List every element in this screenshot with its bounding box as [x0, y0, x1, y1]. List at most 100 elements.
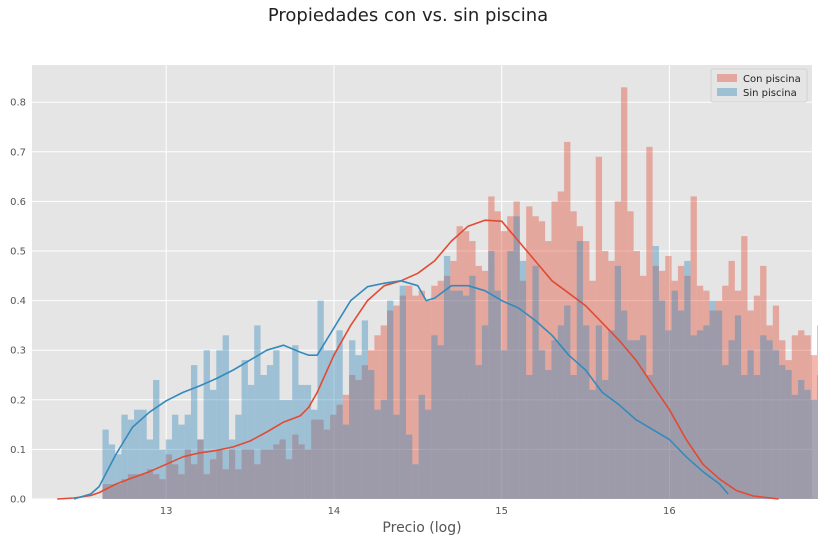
x-tick-label: 15: [495, 506, 508, 517]
histogram-bar-con-piscina: [380, 325, 388, 499]
histogram-bar-con-piscina: [228, 449, 236, 499]
histogram-bar-sin-piscina: [140, 409, 147, 499]
histogram-bar-con-piscina: [336, 404, 343, 499]
histogram-bar-con-piscina: [235, 469, 242, 499]
histogram-bar-sin-piscina: [728, 340, 735, 499]
histogram-bar-sin-piscina: [595, 325, 603, 499]
histogram-bar-sin-piscina: [228, 439, 236, 499]
histogram-bar-con-piscina: [165, 454, 173, 499]
histogram-bar-con-piscina: [791, 335, 799, 499]
histogram-bar-con-piscina: [690, 196, 697, 499]
histogram-bar-con-piscina: [785, 360, 792, 499]
histogram-con-piscina: [102, 87, 818, 500]
histogram-bar-sin-piscina: [355, 355, 362, 499]
histogram-bar-con-piscina: [589, 280, 596, 499]
histogram-bar-con-piscina: [197, 439, 204, 499]
histogram-bar-con-piscina: [216, 449, 223, 499]
legend-label-sin-piscina: Sin piscina: [743, 88, 797, 99]
histogram-bar-con-piscina: [342, 394, 350, 499]
histogram-bar-sin-piscina: [349, 340, 356, 499]
histogram-bar-con-piscina: [677, 265, 685, 499]
kde-line-con-piscina: [57, 219, 779, 500]
histogram-bar-con-piscina: [734, 290, 742, 499]
histogram-bar-con-piscina: [311, 419, 318, 499]
kde-line-sin-piscina: [73, 280, 729, 500]
histogram-bar-sin-piscina: [507, 251, 514, 499]
histogram-bar-sin-piscina: [393, 414, 400, 499]
histogram-bar-sin-piscina: [646, 375, 653, 499]
histogram-bar-con-piscina: [810, 355, 818, 499]
histogram-bar-sin-piscina: [570, 375, 577, 499]
histogram-bar-con-piscina: [703, 290, 710, 499]
histogram-bar-sin-piscina: [753, 375, 761, 499]
histogram-bar-con-piscina: [608, 260, 615, 499]
histogram-bar-con-piscina: [437, 280, 444, 499]
histogram-bar-con-piscina: [323, 429, 331, 499]
histogram-bar-con-piscina: [134, 474, 141, 499]
histogram-bar-sin-piscina: [437, 345, 444, 499]
histogram-bar-sin-piscina: [513, 216, 520, 499]
histogram-bar-sin-piscina: [209, 389, 217, 499]
histogram-bar-sin-piscina: [285, 399, 293, 499]
histogram-bar-con-piscina: [399, 295, 406, 499]
histogram-bar-sin-piscina: [551, 340, 558, 499]
histogram-bar-con-piscina: [804, 335, 811, 499]
histogram-bar-con-piscina: [538, 221, 546, 500]
histogram-bar-sin-piscina: [247, 384, 255, 499]
histogram-bar-con-piscina: [696, 285, 704, 499]
y-tick-label: 0.6: [10, 197, 26, 208]
histogram-bar-sin-piscina: [222, 335, 229, 499]
histogram-bar-con-piscina: [551, 201, 558, 499]
histogram-bar-sin-piscina: [741, 375, 748, 499]
histogram-bar-sin-piscina: [532, 265, 539, 499]
histogram-bar-con-piscina: [273, 444, 280, 499]
histogram-bar-con-piscina: [494, 211, 501, 499]
x-tick-label: 14: [328, 506, 341, 517]
histogram-bar-sin-piscina: [760, 335, 767, 499]
histogram-bar-con-piscina: [146, 469, 154, 499]
y-tick-label: 0.7: [10, 147, 26, 158]
histogram-bar-con-piscina: [715, 300, 723, 499]
histogram-bar-sin-piscina: [380, 399, 388, 499]
histogram-bar-sin-piscina: [703, 325, 710, 499]
y-tick-label: 0.3: [10, 346, 26, 357]
histogram-bar-sin-piscina: [766, 340, 773, 499]
y-tick-label: 0.1: [10, 445, 26, 456]
histogram-bar-con-piscina: [532, 216, 539, 499]
histogram-bar-sin-piscina: [798, 379, 805, 499]
histogram-bar-sin-piscina: [323, 350, 331, 499]
histogram-bar-con-piscina: [450, 260, 457, 499]
histogram-bar-con-piscina: [570, 211, 577, 499]
histogram-bar-con-piscina: [646, 146, 653, 499]
histogram-bar-sin-piscina: [804, 389, 811, 499]
legend-box: [710, 68, 808, 103]
tick-labels: 13 14 15 16 0.0 0.1 0.2 0.3 0.4 0.5 0.6 0.7 0.8: [10, 98, 676, 517]
histogram-bar-sin-piscina: [374, 409, 381, 499]
histogram-bar-con-piscina: [184, 449, 191, 499]
histogram-bar-con-piscina: [190, 464, 198, 499]
histogram-bar-con-piscina: [469, 241, 476, 499]
histogram-bar-con-piscina: [652, 265, 659, 499]
histogram-bar-sin-piscina: [621, 310, 628, 499]
histogram-bar-con-piscina: [172, 464, 179, 499]
y-tick-label: 0.4: [10, 296, 26, 307]
histogram-bar-sin-piscina: [330, 350, 337, 499]
histogram-bar-con-piscina: [355, 379, 362, 499]
histogram-bar-con-piscina: [595, 156, 603, 499]
histogram-bar-sin-piscina: [342, 424, 350, 499]
histogram-bar-sin-piscina: [690, 335, 697, 499]
histogram-bar-sin-piscina: [399, 285, 406, 499]
histogram-bar-con-piscina: [760, 265, 767, 499]
histogram-bar-sin-piscina: [791, 394, 799, 499]
histogram-bar-con-piscina: [475, 265, 482, 499]
histogram-bar-con-piscina: [121, 479, 128, 499]
histogram-bar-sin-piscina: [203, 350, 210, 499]
legend: Con piscina Sin piscina: [710, 68, 808, 103]
histogram-bar-con-piscina: [115, 484, 122, 499]
histogram-bar-con-piscina: [576, 226, 584, 499]
histogram-bar-sin-piscina: [614, 265, 622, 499]
histogram-bar-sin-piscina: [677, 310, 685, 499]
histogram-bar-con-piscina: [665, 255, 672, 499]
histogram-bar-sin-piscina: [747, 350, 754, 499]
